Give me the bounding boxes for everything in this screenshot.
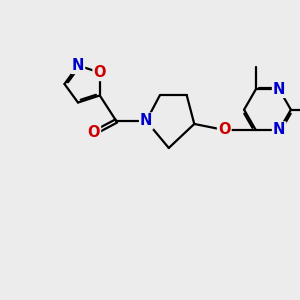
Text: O: O <box>94 65 106 80</box>
Text: N: N <box>140 113 152 128</box>
Text: O: O <box>218 122 230 137</box>
Text: N: N <box>72 58 84 73</box>
Text: N: N <box>273 122 285 137</box>
Text: N: N <box>273 82 285 97</box>
Text: O: O <box>88 125 100 140</box>
